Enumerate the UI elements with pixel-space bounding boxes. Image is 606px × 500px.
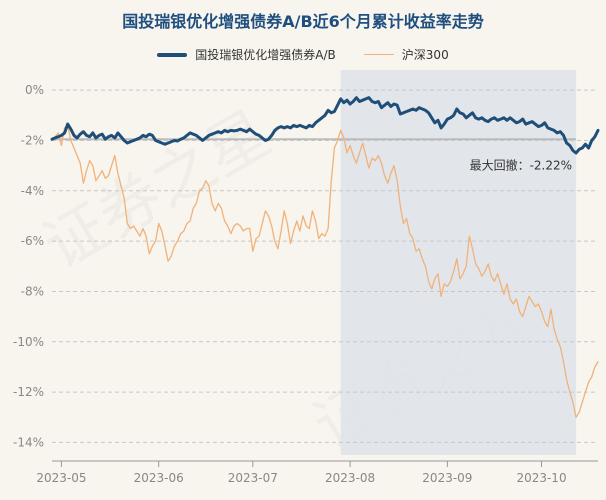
- x-tick-label: 2023-06: [134, 471, 184, 485]
- x-tick-label: 2023-10: [516, 471, 566, 485]
- chart-legend: 国投瑞银优化增强债券A/B 沪深300: [0, 46, 606, 63]
- legend-swatch-fund: [157, 52, 188, 57]
- x-tick-label: 2023-08: [325, 471, 375, 485]
- x-tick-label: 2023-09: [422, 471, 472, 485]
- series-line-fund: [50, 96, 600, 155]
- x-tick-label: 2023-07: [228, 471, 278, 485]
- legend-label-fund: 国投瑞银优化增强债券A/B: [195, 48, 336, 62]
- drawdown-region: [340, 70, 577, 455]
- legend-label-index: 沪深300: [401, 48, 449, 62]
- x-tick-label: 2023-05: [36, 471, 86, 485]
- y-tick-label: -14%: [13, 435, 44, 449]
- y-tick-label: -10%: [13, 335, 44, 349]
- y-tick-label: -4%: [21, 184, 44, 198]
- series-line-index: [51, 124, 599, 418]
- y-tick-label: -12%: [13, 385, 44, 399]
- legend-swatch-index: [363, 53, 394, 56]
- y-tick-label: -8%: [21, 284, 44, 298]
- chart-title: 国投瑞银优化增强债券A/B近6个月累计收益率走势: [122, 12, 484, 31]
- max-drawdown-label: 最大回撤：-2.22%: [470, 158, 572, 173]
- y-tick-label: 0%: [25, 83, 44, 97]
- y-tick-label: -6%: [21, 234, 44, 248]
- y-tick-label: -2%: [21, 133, 44, 147]
- legend-item-index[interactable]: 沪深300: [363, 46, 449, 63]
- legend-item-fund[interactable]: 国投瑞银优化增强债券A/B: [157, 46, 336, 63]
